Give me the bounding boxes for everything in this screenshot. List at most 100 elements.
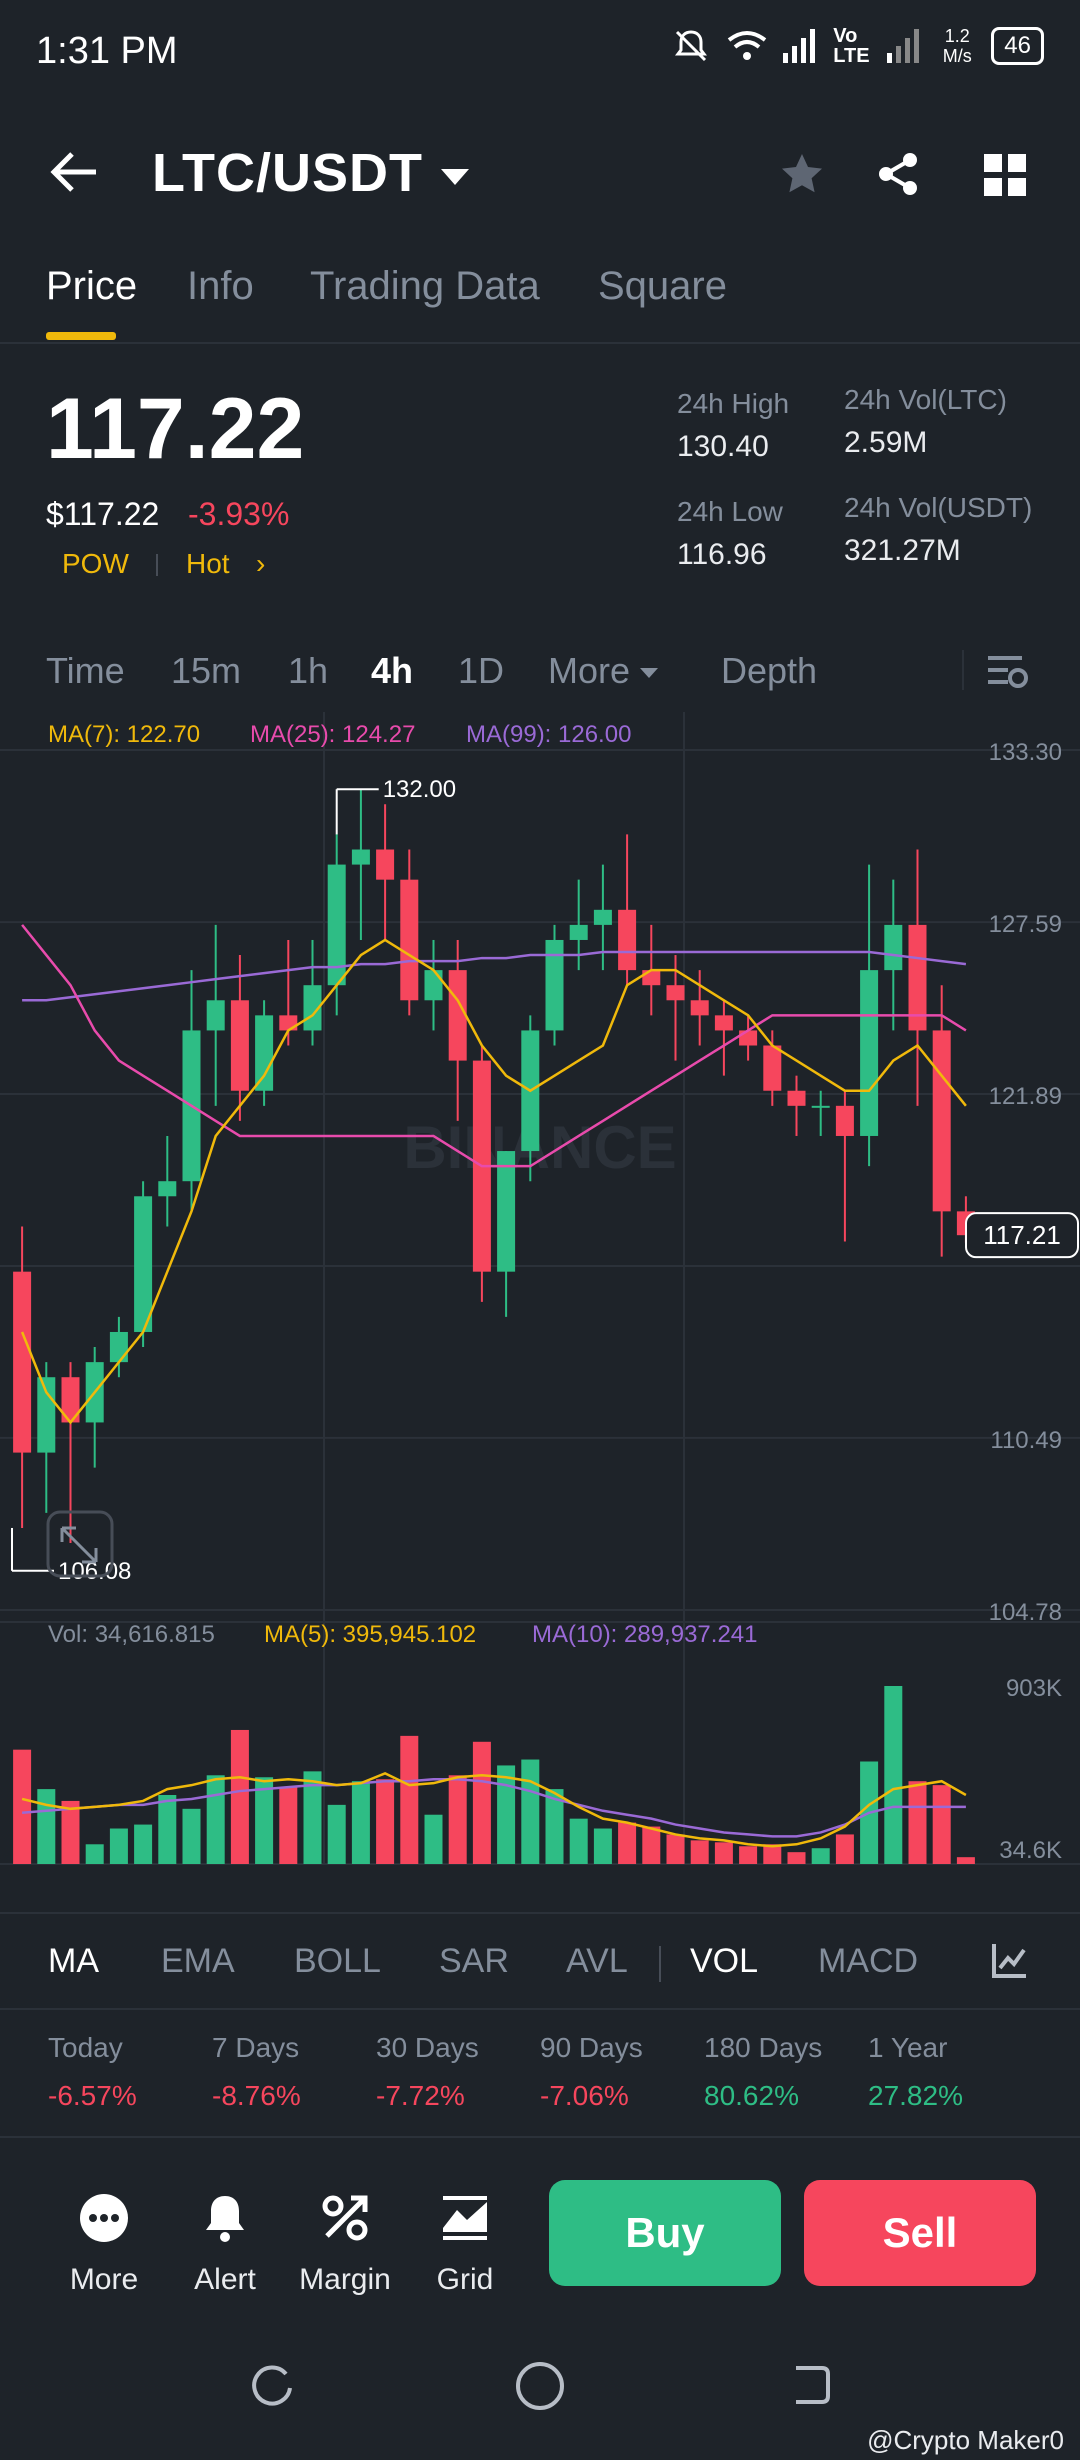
- volume-bar: [618, 1822, 637, 1864]
- stat-low: 116.96: [677, 538, 767, 571]
- candle-body: [739, 1030, 758, 1046]
- ind-boll[interactable]: BOLL: [294, 1942, 381, 1980]
- tag-pow[interactable]: POW: [62, 548, 129, 579]
- candle-body: [908, 924, 927, 1031]
- more-dots-icon: [80, 2194, 128, 2242]
- ind-ma[interactable]: MA: [48, 1942, 99, 1980]
- price-chart[interactable]: BINANCE MA(7): 122.70 MA(25): 124.27 MA(99)…: [0, 712, 1080, 1877]
- ma7-legend: MA(7): 122.70: [48, 721, 200, 748]
- candle-body: [376, 849, 395, 880]
- stat-high-label: 24h High: [677, 388, 790, 419]
- candle-body: [497, 1151, 516, 1272]
- candle-body: [642, 970, 661, 986]
- divider: [0, 1912, 1080, 1914]
- volume-bar: [956, 1857, 975, 1864]
- perf-value: -6.57%: [48, 2080, 137, 2111]
- action-grid-label: Grid: [436, 2263, 494, 2296]
- ind-ema[interactable]: EMA: [161, 1942, 235, 1980]
- tf-more[interactable]: More: [548, 650, 659, 692]
- action-grid[interactable]: Grid: [410, 2188, 520, 2297]
- recent-apps-icon[interactable]: [246, 2360, 296, 2410]
- ind-macd[interactable]: MACD: [818, 1942, 919, 1980]
- action-margin-label: Margin: [299, 2263, 391, 2296]
- tf-1h[interactable]: 1h: [288, 650, 329, 691]
- candle-body: [763, 1045, 782, 1091]
- candle-body: [593, 909, 612, 925]
- buy-button[interactable]: Buy: [549, 2180, 781, 2286]
- y-tick-label: 133.30: [989, 739, 1062, 766]
- vol-y-tick: 903K: [1006, 1675, 1062, 1702]
- vol-ma5-legend: MA(5): 395,945.102: [264, 1621, 476, 1648]
- usd-price: $117.22: [46, 496, 160, 532]
- candle-body: [279, 1015, 298, 1031]
- chevron-down-icon: [440, 168, 469, 185]
- volume-bar: [255, 1777, 274, 1864]
- tab-trading-data[interactable]: Trading Data: [310, 264, 540, 308]
- candle-body: [109, 1331, 128, 1363]
- ind-avl[interactable]: AVL: [566, 1942, 628, 1980]
- net-speed: 1.2 M/s: [942, 26, 972, 66]
- back-nav-icon[interactable]: [784, 2360, 834, 2410]
- active-tab-indicator: [46, 332, 116, 340]
- volume-bar: [642, 1826, 661, 1864]
- volume-bar: [545, 1789, 564, 1864]
- indicator-settings-icon[interactable]: [990, 1940, 1030, 1980]
- perf-label: 7 Days: [212, 2032, 300, 2063]
- candle-body: [884, 924, 903, 971]
- fullscreen-button: [46, 1510, 114, 1578]
- bell-icon: [206, 2196, 244, 2242]
- volume-bar: [472, 1741, 491, 1864]
- tab-square[interactable]: Square: [598, 264, 727, 308]
- candle-body: [13, 1271, 32, 1453]
- volume-bar: [303, 1771, 322, 1864]
- action-more[interactable]: More: [49, 2188, 159, 2297]
- perf-value: 80.62%: [704, 2080, 799, 2111]
- volume-bar: [37, 1789, 56, 1864]
- back-arrow-icon[interactable]: [48, 150, 100, 194]
- volume-bar: [351, 1781, 370, 1864]
- y-tick-label: 110.49: [990, 1427, 1062, 1454]
- last-price-label: 117.21: [983, 1220, 1061, 1250]
- tf-15m[interactable]: 15m: [171, 650, 242, 691]
- tf-4h[interactable]: 4h: [371, 650, 414, 691]
- volume-bar: [739, 1846, 758, 1864]
- perf-label: 90 Days: [540, 2032, 643, 2063]
- high-label: 132.00: [383, 776, 456, 803]
- tf-time[interactable]: Time: [46, 650, 125, 691]
- tab-price[interactable]: Price: [46, 264, 138, 308]
- grid-menu-icon[interactable]: [984, 154, 1026, 196]
- perf-value: -8.76%: [212, 2080, 301, 2111]
- chart-settings-icon[interactable]: [986, 652, 1030, 692]
- candle-body: [569, 924, 588, 940]
- expand-icon: [60, 1526, 98, 1564]
- ind-vol[interactable]: VOL: [690, 1942, 759, 1980]
- perf-value: -7.72%: [376, 2080, 465, 2111]
- tf-1d[interactable]: 1D: [458, 650, 505, 691]
- share-icon[interactable]: [874, 150, 922, 198]
- home-icon[interactable]: [514, 2360, 566, 2412]
- ind-sar[interactable]: SAR: [439, 1942, 509, 1980]
- tab-info[interactable]: Info: [187, 264, 254, 308]
- tf-depth[interactable]: Depth: [721, 650, 818, 691]
- vol-ma10-legend: MA(10): 289,937.241: [532, 1621, 757, 1648]
- candle-body: [448, 970, 467, 1061]
- action-alert[interactable]: Alert: [170, 2188, 280, 2297]
- vol-y-tick: 34.6K: [999, 1837, 1062, 1864]
- volume-bar: [835, 1834, 854, 1864]
- candle-body: [811, 1105, 830, 1108]
- candle-body: [400, 879, 419, 1001]
- perf-value: 27.82%: [868, 2080, 963, 2111]
- volume-bar: [497, 1765, 516, 1864]
- candle-body: [134, 1196, 153, 1332]
- pair-selector[interactable]: LTC/USDT: [152, 142, 469, 204]
- tag-hot[interactable]: Hot: [186, 548, 230, 579]
- volume-bar: [182, 1808, 201, 1864]
- status-bar: 1:31 PM Vo LTE 1.2 M/s 46: [0, 0, 1080, 110]
- action-margin[interactable]: Margin: [290, 2188, 400, 2297]
- stat-vol-ltc: 2.59M: [844, 426, 928, 459]
- pair-name: LTC/USDT: [152, 143, 423, 203]
- volume-bar: [448, 1775, 467, 1864]
- candle-body: [690, 1000, 709, 1016]
- sell-button[interactable]: Sell: [804, 2180, 1036, 2286]
- star-icon[interactable]: [778, 150, 826, 198]
